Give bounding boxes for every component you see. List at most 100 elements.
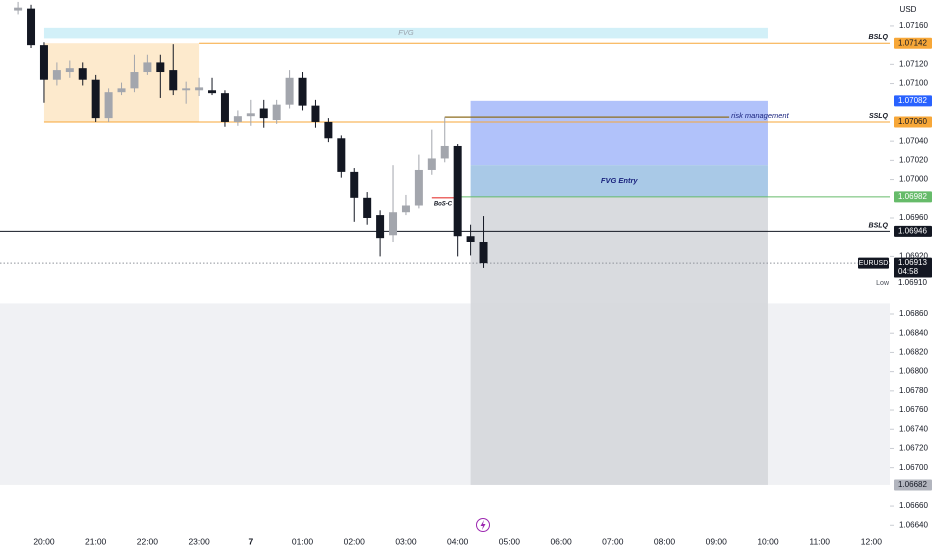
candle-body bbox=[130, 72, 139, 89]
y-tick-label: 1.07020 bbox=[899, 155, 928, 164]
candle-body bbox=[389, 212, 398, 236]
zone bbox=[470, 165, 768, 197]
candle-body bbox=[104, 92, 113, 119]
y-tick-label: 1.07160 bbox=[899, 21, 928, 30]
x-tick-label: 22:00 bbox=[137, 536, 159, 546]
candle-body bbox=[91, 79, 100, 119]
candle-body bbox=[401, 205, 410, 213]
candle-body bbox=[285, 77, 294, 105]
y-tick-label: 1.06840 bbox=[899, 328, 928, 337]
price-tag-timer: 04:58 bbox=[898, 267, 919, 276]
price-tag-label: 1.06910 bbox=[898, 278, 927, 287]
price-tag bbox=[894, 37, 932, 49]
currency-label: USD bbox=[900, 5, 917, 14]
price-tag bbox=[894, 257, 932, 278]
x-tick-label: 02:00 bbox=[344, 536, 366, 546]
price-tag bbox=[894, 277, 932, 289]
y-tick-label: 1.06660 bbox=[899, 501, 928, 510]
zone-label: FVG bbox=[398, 28, 414, 37]
x-tick-label: 06:00 bbox=[550, 536, 572, 546]
candle-body bbox=[298, 77, 307, 106]
y-tick-label: 1.06640 bbox=[899, 520, 928, 529]
candle-body bbox=[466, 236, 475, 242]
candle-body bbox=[182, 88, 191, 91]
price-tag bbox=[894, 116, 932, 128]
zone bbox=[470, 196, 768, 485]
candle-body bbox=[337, 138, 346, 172]
candle-body bbox=[65, 68, 74, 73]
x-tick-label: 01:00 bbox=[292, 536, 314, 546]
price-tag bbox=[894, 225, 932, 237]
candle-body bbox=[117, 88, 126, 93]
level-name: Low bbox=[876, 280, 890, 287]
y-tick-label: 1.07000 bbox=[899, 175, 928, 184]
y-tick-label: 1.06740 bbox=[899, 424, 928, 433]
candle-body bbox=[52, 70, 61, 80]
annotation-label: BoS-C bbox=[434, 201, 453, 207]
x-tick-label: 7 bbox=[248, 536, 253, 546]
annotation-label: risk management bbox=[731, 111, 789, 120]
candle-body bbox=[220, 93, 229, 122]
x-tick-label: 21:00 bbox=[85, 536, 107, 546]
candle-body bbox=[440, 145, 449, 159]
candle-body bbox=[169, 70, 178, 91]
candle-body bbox=[350, 171, 359, 198]
x-tick-label: 23:00 bbox=[188, 536, 210, 546]
y-tick-label: 1.06780 bbox=[899, 386, 928, 395]
x-tick-label: 05:00 bbox=[499, 536, 521, 546]
x-tick-label: 07:00 bbox=[602, 536, 624, 546]
y-tick-label: 1.07040 bbox=[899, 136, 928, 145]
candle-body bbox=[311, 105, 320, 122]
candle-body bbox=[363, 197, 372, 218]
icon-bolt bbox=[480, 520, 486, 530]
y-tick-label: 1.06760 bbox=[899, 405, 928, 414]
y-tick-label: 1.07100 bbox=[899, 79, 928, 88]
level-name: BSLQ bbox=[869, 222, 889, 229]
price-tag bbox=[894, 191, 932, 203]
zone-label: FVG Entry bbox=[601, 176, 639, 185]
price-tag-label: 1.06682 bbox=[898, 480, 927, 489]
price-tag bbox=[894, 479, 932, 491]
x-tick-label: 20:00 bbox=[33, 536, 55, 546]
price-tag-label: 1.06982 bbox=[898, 192, 927, 201]
x-tick-label: 12:00 bbox=[861, 536, 883, 546]
x-tick-label: 08:00 bbox=[654, 536, 676, 546]
x-tick-label: 03:00 bbox=[395, 536, 417, 546]
candle-body bbox=[414, 169, 423, 206]
candle-body bbox=[156, 62, 165, 73]
x-tick-label: 04:00 bbox=[447, 536, 469, 546]
candle-body bbox=[427, 158, 436, 170]
x-tick-label: 09:00 bbox=[706, 536, 728, 546]
candle-body bbox=[27, 8, 36, 46]
y-tick-label: 1.06860 bbox=[899, 309, 928, 318]
zone bbox=[470, 100, 768, 166]
y-tick-label: 1.06960 bbox=[899, 213, 928, 222]
x-tick-label: 10:00 bbox=[757, 536, 779, 546]
price-tag-label: 1.07082 bbox=[898, 96, 927, 105]
candle-body bbox=[324, 121, 333, 139]
price-tag-label: 1.07142 bbox=[898, 38, 927, 47]
candle-body bbox=[479, 241, 488, 264]
x-tick-label: 11:00 bbox=[809, 536, 830, 546]
candle-body bbox=[376, 215, 385, 239]
level-name: BSLQ bbox=[869, 34, 889, 41]
symbol-tag bbox=[858, 257, 889, 269]
candle-body bbox=[453, 145, 462, 237]
level-name: SSLQ bbox=[869, 113, 889, 120]
candle-body bbox=[143, 62, 152, 73]
y-tick-label: 1.06820 bbox=[899, 348, 928, 357]
candle-body bbox=[246, 113, 255, 117]
candle-body bbox=[208, 90, 217, 94]
y-tick-label: 1.06920 bbox=[899, 252, 928, 261]
lightning-icon[interactable] bbox=[476, 518, 490, 532]
price-tag-label: 1.06946 bbox=[898, 227, 927, 236]
price-tag-label: 1.07060 bbox=[898, 117, 927, 126]
candle-body bbox=[259, 108, 268, 119]
candle-body bbox=[195, 87, 204, 91]
candle-body bbox=[14, 7, 23, 11]
candle-body bbox=[39, 45, 48, 80]
candle-body bbox=[272, 104, 281, 121]
price-tag-label: 1.06913 bbox=[898, 258, 927, 267]
